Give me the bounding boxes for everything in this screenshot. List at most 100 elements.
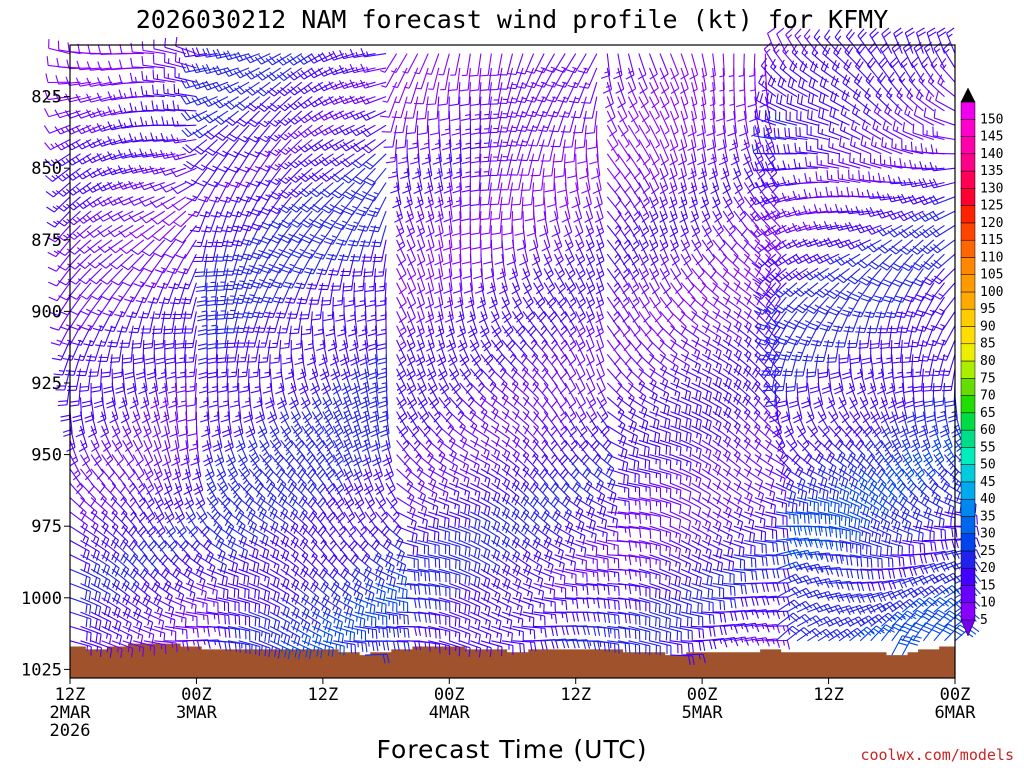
barb-feather — [208, 404, 219, 408]
wind-barb — [129, 382, 139, 409]
wind-barb — [90, 454, 104, 480]
barb-half-feather — [88, 340, 95, 343]
barb-half-feather — [243, 386, 249, 389]
wind-barb — [212, 425, 223, 452]
wind-barb — [143, 497, 156, 524]
barb-feather — [224, 119, 234, 126]
barb-feather — [107, 197, 114, 206]
barb-feather — [257, 590, 260, 600]
barb-half-feather — [174, 471, 180, 475]
barb-staff — [167, 196, 187, 210]
barb-feather — [46, 206, 55, 213]
wind-barb — [57, 268, 81, 286]
barb-feather — [294, 361, 304, 366]
barb-half-feather — [327, 314, 333, 317]
barb-feather — [128, 133, 133, 143]
barb-feather — [194, 604, 197, 615]
wind-barb — [90, 540, 110, 562]
barb-feather — [162, 236, 172, 243]
barb-feather — [265, 331, 275, 334]
barb-feather — [212, 245, 223, 248]
barb-feather — [286, 297, 296, 301]
barb-half-feather — [235, 196, 242, 200]
barb-staff — [106, 268, 124, 285]
barb-staff — [155, 196, 176, 208]
barb-feather — [177, 404, 187, 408]
wind-barb — [214, 440, 225, 467]
barb-feather — [185, 404, 196, 407]
barb-half-feather — [239, 294, 245, 297]
barb-half-feather — [310, 249, 316, 253]
wind-barb — [91, 368, 103, 393]
wind-barb — [286, 296, 303, 319]
barb-feather — [185, 144, 194, 151]
barb-half-feather — [164, 298, 170, 301]
barb-feather — [255, 89, 264, 97]
barb-half-feather — [92, 522, 96, 528]
barb-feather — [130, 57, 133, 68]
barb-feather — [306, 623, 311, 633]
barb-feather — [81, 326, 91, 331]
barb-half-feather — [335, 452, 341, 457]
barb-half-feather — [135, 427, 141, 432]
barb-feather — [123, 298, 133, 303]
barb-half-feather — [258, 279, 265, 282]
barb-half-feather — [104, 441, 110, 446]
barb-feather — [53, 373, 63, 376]
barb-feather — [145, 361, 155, 365]
barb-feather — [122, 541, 129, 550]
barb-feather — [252, 266, 262, 271]
barb-staff — [101, 568, 120, 583]
barb-feather — [354, 159, 363, 166]
barb-half-feather — [190, 179, 196, 183]
barb-feather — [94, 604, 98, 615]
barb-feather — [67, 42, 70, 52]
barb-feather — [360, 375, 370, 381]
barb-feather — [66, 248, 75, 255]
barb-feather — [109, 361, 120, 363]
barb-half-feather — [221, 494, 226, 499]
barb-feather — [166, 270, 176, 274]
wind-barb — [86, 153, 113, 164]
barb-feather — [116, 595, 121, 605]
barb-half-feather — [235, 181, 241, 185]
barb-half-feather — [96, 646, 99, 652]
barb-feather — [81, 400, 92, 404]
barb-feather — [130, 648, 134, 658]
barb-feather — [133, 357, 144, 361]
barb-feather — [97, 61, 102, 71]
barb-half-feather — [268, 263, 274, 267]
barb-feather — [196, 145, 205, 153]
barb-staff — [280, 568, 299, 583]
barb-staff — [248, 525, 269, 538]
barb-staff — [248, 554, 270, 565]
barb-feather — [117, 181, 124, 190]
barb-feather — [277, 481, 284, 490]
barb-feather — [154, 583, 161, 593]
barb-feather — [198, 361, 208, 365]
wind-barb — [132, 440, 144, 467]
barb-feather — [97, 45, 102, 55]
wind-barb — [69, 525, 90, 547]
barb-half-feather — [269, 278, 275, 282]
barb-feather — [180, 594, 185, 604]
wind-barb — [141, 71, 165, 83]
barb-feather — [340, 567, 347, 576]
barb-feather — [214, 134, 224, 141]
wind-barb — [311, 497, 327, 523]
barb-half-feather — [256, 492, 260, 498]
barb-half-feather — [165, 136, 169, 142]
barb-feather — [300, 55, 308, 63]
wind-barb — [117, 165, 144, 175]
barb-half-feather — [323, 632, 326, 638]
barb-feather — [118, 59, 123, 69]
wind-barb — [132, 568, 150, 593]
barb-feather — [265, 312, 275, 315]
wind-barb — [171, 296, 187, 320]
wind-barb — [162, 84, 186, 98]
barb-feather — [137, 540, 145, 548]
barb-staff — [290, 568, 309, 584]
barb-staff — [164, 525, 178, 545]
barb-feather — [160, 567, 168, 576]
